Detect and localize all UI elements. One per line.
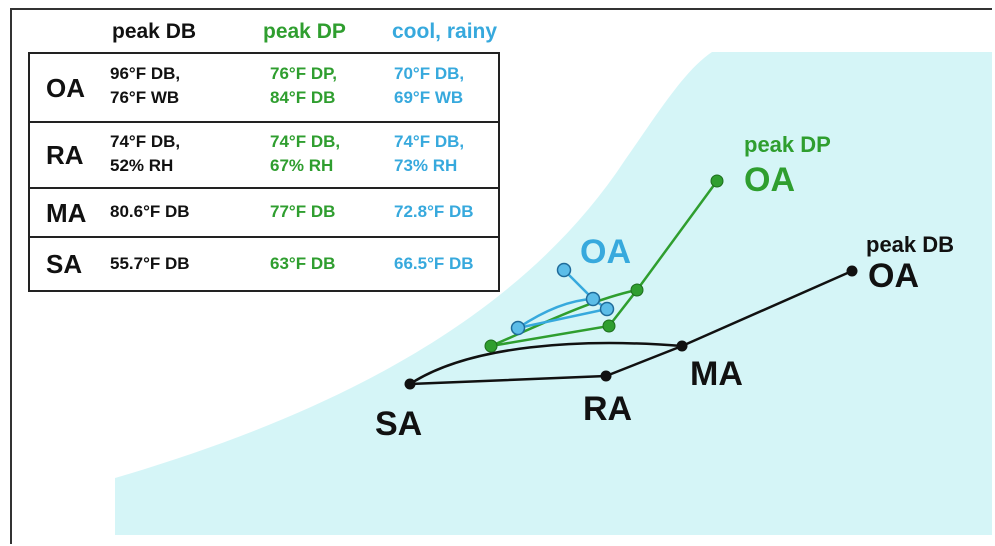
sa-point xyxy=(404,378,416,390)
ra-label: RA xyxy=(583,390,632,428)
cell-cool-rainy: 70°F DB, 69°F WB xyxy=(394,64,465,107)
cell-peak-dp: 63°F DB xyxy=(270,254,336,273)
cell-peak-db: 74°F DB, 52% RH xyxy=(110,132,181,175)
oa-peak-db-label: OA xyxy=(868,257,919,295)
oa-cool-label: OA xyxy=(580,233,631,271)
row-divider xyxy=(30,121,498,123)
green-oa-point xyxy=(710,174,724,188)
row-label: OA xyxy=(46,73,85,103)
green-curve xyxy=(490,288,638,348)
row-divider xyxy=(30,187,498,189)
header-cool-rainy: cool, rainy xyxy=(392,20,498,43)
blue-ma-point xyxy=(585,291,601,307)
cell-peak-dp: 74°F DB, 67% RH xyxy=(270,132,341,175)
sa-ma-curve xyxy=(409,341,683,386)
row-label: RA xyxy=(46,140,84,170)
blue-ra-point xyxy=(599,301,615,317)
cell-peak-dp: 76°F DP, 84°F DB xyxy=(270,64,337,107)
figure-frame xyxy=(10,8,992,544)
oa-peak-db-caption: peak DB xyxy=(866,232,954,257)
table-row-sa: SA 55.7°F DB 63°F DB 66.5°F DB xyxy=(30,238,498,290)
header-peak-dp: peak DP xyxy=(263,20,346,43)
sa-label: SA xyxy=(375,405,422,443)
blue-line xyxy=(517,269,611,330)
cell-cool-rainy: 74°F DB, 73% RH xyxy=(394,132,465,175)
cell-cool-rainy: 72.8°F DB xyxy=(394,202,474,221)
table-row-oa: OA 96°F DB, 76°F WB 76°F DP, 84°F DB 70°F … xyxy=(30,54,498,121)
cell-peak-db: 96°F DB, 76°F WB xyxy=(110,64,181,107)
table-row-ra: RA 74°F DB, 52% RH 74°F DB, 67% RH 74°F DB… xyxy=(30,123,498,187)
ma-point xyxy=(676,340,688,352)
oa-peak-dp-label: OA xyxy=(744,161,795,199)
oa-peak-db-point xyxy=(846,265,858,277)
row-label: MA xyxy=(46,198,87,228)
green-ma-point xyxy=(630,283,644,297)
green-sa-point xyxy=(484,339,498,353)
row-label: SA xyxy=(46,249,83,279)
cell-peak-db: 55.7°F DB xyxy=(110,254,190,273)
oa-peak-dp-caption: peak DP xyxy=(744,132,831,157)
row-divider xyxy=(30,236,498,238)
cell-peak-db: 80.6°F DB xyxy=(110,202,190,221)
blue-sa-point xyxy=(510,320,526,336)
cell-cool-rainy: 66.5°F DB xyxy=(394,254,474,273)
conditions-table: OA 96°F DB, 76°F WB 76°F DP, 84°F DB 70°F … xyxy=(28,52,500,292)
comfort-region xyxy=(115,52,992,535)
green-line xyxy=(490,180,719,348)
header-peak-db: peak DB xyxy=(112,20,197,43)
green-ra-point xyxy=(602,319,616,333)
table-row-ma: MA 80.6°F DB 77°F DB 72.8°F DB xyxy=(30,189,498,236)
ma-label: MA xyxy=(690,355,743,393)
ra-point xyxy=(600,370,612,382)
cell-peak-dp: 77°F DB xyxy=(270,202,336,221)
blue-oa-point xyxy=(556,262,572,278)
sa-ra-ma-oa-line xyxy=(409,269,853,386)
